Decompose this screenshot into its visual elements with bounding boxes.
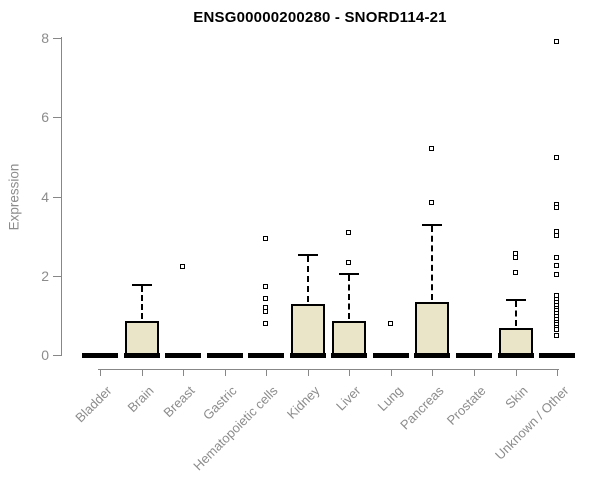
box-iqr (124, 321, 159, 357)
outlier-point (554, 155, 560, 161)
whisker-cap (422, 224, 443, 227)
outlier-point (554, 272, 560, 278)
outlier-point (554, 233, 560, 239)
box-iqr (415, 302, 450, 357)
x-axis-tick (100, 369, 101, 376)
x-axis-tick (557, 369, 559, 376)
x-axis-tick (183, 369, 185, 376)
outlier-point (263, 283, 269, 289)
x-axis-tick (307, 369, 309, 376)
box-iqr (498, 328, 533, 357)
outlier-point (346, 260, 352, 266)
outlier-point (554, 292, 560, 298)
whisker-line (514, 300, 517, 327)
whisker-cap (339, 273, 360, 276)
y-axis-tick (53, 117, 61, 119)
whisker-cap (505, 298, 526, 301)
y-axis-tick (53, 275, 61, 277)
outlier-point (554, 39, 560, 45)
y-axis-tick (53, 355, 61, 356)
outlier-point (512, 254, 518, 260)
median-bar (165, 353, 202, 358)
median-bar (331, 353, 368, 358)
x-axis-tick (266, 369, 268, 376)
whisker-line (306, 256, 309, 302)
median-bar (82, 353, 118, 358)
x-axis-line (98, 369, 560, 370)
median-bar (497, 353, 534, 358)
y-tick-label: 4 (41, 188, 49, 205)
x-axis-tick (515, 369, 517, 376)
median-bar (289, 353, 326, 358)
outlier-point (554, 254, 560, 260)
whisker-line (431, 226, 434, 301)
outlier-point (346, 230, 352, 236)
outlier-point (263, 235, 269, 241)
outlier-point (429, 146, 435, 152)
x-axis-tick (390, 369, 392, 376)
y-tick-label: 0 (41, 347, 49, 363)
median-bar (539, 353, 576, 358)
x-axis-tick (432, 369, 434, 376)
outlier-point (180, 264, 186, 270)
median-bar (123, 353, 160, 358)
outlier-point (554, 327, 560, 333)
whisker-cap (297, 254, 318, 257)
median-bar (248, 353, 285, 358)
whisker-line (140, 285, 143, 320)
outlier-point (263, 321, 269, 327)
y-tick-label: 6 (41, 109, 49, 126)
median-bar (414, 353, 451, 358)
x-axis-tick (473, 369, 475, 376)
median-bar (372, 353, 409, 358)
y-axis-line (61, 37, 62, 356)
whisker-line (348, 275, 351, 319)
outlier-point (263, 296, 269, 302)
outlier-point (387, 321, 393, 327)
chart-title: ENSG00000200280 - SNORD114-21 (193, 9, 447, 26)
box-iqr (290, 303, 325, 357)
outlier-point (263, 309, 269, 315)
y-axis-tick (53, 196, 61, 198)
y-axis-tick (53, 38, 61, 40)
outlier-point (554, 205, 560, 211)
outlier-point (554, 332, 560, 338)
box-iqr (332, 320, 367, 357)
outlier-point (554, 262, 560, 268)
y-tick-label: 8 (41, 30, 49, 47)
median-bar (455, 353, 492, 358)
x-axis-tick (349, 369, 351, 376)
outlier-point (512, 270, 518, 276)
x-axis-tick (141, 369, 143, 376)
whisker-cap (131, 283, 152, 286)
outlier-point (429, 199, 435, 205)
median-bar (206, 353, 243, 358)
y-tick-label: 2 (41, 267, 49, 284)
x-axis-tick (224, 369, 226, 376)
